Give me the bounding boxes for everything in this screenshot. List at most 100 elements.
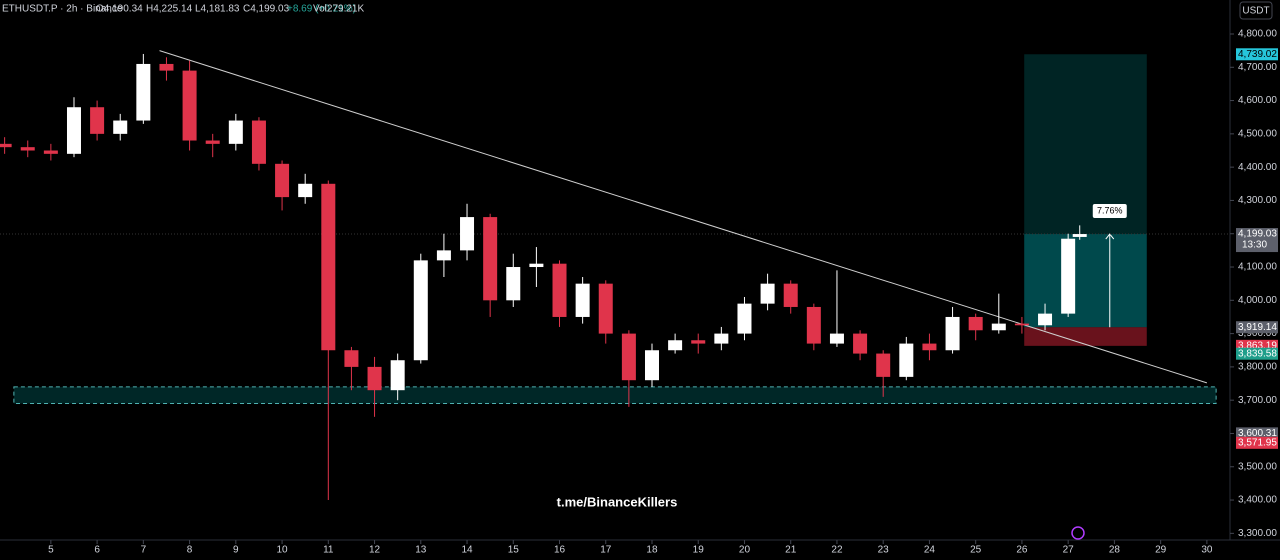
x-tick-label: 27 [1063, 545, 1075, 556]
watermark: t.me/BinanceKillers [557, 494, 678, 509]
target-zone [1024, 54, 1147, 328]
x-tick-label: 7 [141, 545, 147, 556]
price-label: 3,919.14 [1238, 322, 1277, 333]
symbol: ETHUSDT.P · 2h · Binance [2, 4, 123, 15]
x-tick-label: 28 [1109, 545, 1121, 556]
header: ETHUSDT.P · 2h · Binance O4,190.34 H4,22… [2, 4, 364, 15]
candle-body [436, 250, 451, 261]
candle-body [0, 143, 12, 148]
arrow-head [1105, 233, 1115, 240]
candle-body [1014, 323, 1029, 326]
price-label: 3,839.58 [1238, 348, 1277, 359]
x-tick-label: 25 [970, 545, 982, 556]
icon [1071, 526, 1085, 540]
candle-body [90, 107, 105, 134]
price-label-box [1236, 347, 1278, 360]
volume: Vol279.21K [313, 4, 364, 15]
currency-button[interactable] [1239, 1, 1273, 20]
x-tick-label: 9 [233, 545, 239, 556]
price-label: 3,571.95 [1238, 437, 1277, 448]
candle-body [575, 283, 590, 317]
trendline [159, 50, 1208, 384]
y-tick-label: 3,800.00 [1238, 362, 1277, 373]
candle-body [644, 350, 659, 381]
candle-body [228, 120, 243, 144]
candle-body [113, 120, 128, 134]
candle-body [182, 70, 197, 141]
candle-body [853, 333, 868, 354]
x-tick-label: 17 [600, 545, 612, 556]
candle-body [621, 333, 636, 381]
y-tick-label: 4,600.00 [1238, 95, 1277, 106]
candle-body [205, 140, 220, 144]
x-tick-label: 15 [508, 545, 520, 556]
candle-body [251, 120, 266, 164]
candle-body [714, 333, 729, 344]
candle-body [321, 183, 336, 351]
candle-body [829, 333, 844, 344]
x-tick-label: 24 [924, 545, 936, 556]
y-tick-label: 4,100.00 [1238, 262, 1277, 273]
candle-body [691, 340, 706, 344]
gain-label-box [1092, 204, 1127, 219]
y-tick-label: 4,700.00 [1238, 62, 1277, 73]
candle-body [945, 316, 960, 351]
candle-body [991, 323, 1006, 331]
price-label: 3,863.19 [1238, 340, 1277, 351]
price-label-box [1236, 321, 1278, 334]
x-tick-label: 22 [831, 545, 843, 556]
currency[interactable]: USDT [1242, 6, 1269, 17]
x-tick-label: 30 [1201, 545, 1213, 556]
y-tick-label: 4,500.00 [1238, 128, 1277, 139]
x-tick-label: 14 [461, 545, 473, 556]
candle-body [390, 360, 405, 391]
ohlc-close: C4,199.03 [243, 4, 290, 15]
x-tick-label: 5 [48, 545, 54, 556]
ohlc-high: H4,225.14 [146, 4, 193, 15]
candle-body [1072, 234, 1087, 237]
x-tick-label: 16 [554, 545, 566, 556]
price-label-box [1236, 48, 1278, 61]
candle-body [552, 263, 567, 317]
price-label-box [1236, 436, 1278, 449]
filled-zone [1024, 234, 1147, 328]
candle-body [737, 303, 752, 334]
candle-body [43, 150, 58, 154]
x-tick-label: 12 [369, 545, 381, 556]
x-tick-label: 19 [693, 545, 705, 556]
candle-body [413, 260, 428, 361]
candle-body [298, 183, 313, 198]
candle-body [483, 217, 498, 301]
candle-body [344, 350, 359, 367]
x-tick-label: 10 [277, 545, 289, 556]
x-tick-label: 23 [878, 545, 890, 556]
candle-body [899, 343, 914, 377]
gain-label: 7.76% [1097, 205, 1123, 215]
y-tick-label: 3,900.00 [1238, 328, 1277, 339]
y-tick-label: 4,400.00 [1238, 162, 1277, 173]
candle-body [159, 63, 174, 71]
price-countdown: 13:30 [1242, 240, 1267, 251]
ohlc-change: +8.69 (+0.21%) [287, 4, 356, 15]
y-tick-label: 3,300.00 [1238, 528, 1277, 539]
y-tick-label: 3,500.00 [1238, 461, 1277, 472]
ohlc-low: L4,181.83 [195, 4, 240, 15]
x-tick-label: 8 [187, 545, 193, 556]
candle-body [367, 366, 382, 391]
price-label-box [1236, 427, 1278, 440]
stop-zone [1024, 327, 1147, 346]
candle-body [20, 147, 35, 151]
candle-body [598, 283, 613, 334]
candle-body [1038, 313, 1053, 326]
x-tick-label: 26 [1016, 545, 1028, 556]
ohlc-open: O4,190.34 [96, 4, 143, 15]
x-tick-label: 6 [94, 545, 100, 556]
candle-body [136, 63, 151, 121]
price-label-box [1236, 228, 1278, 253]
price-label: 4,739.02 [1238, 49, 1277, 60]
y-tick-label: 4,000.00 [1238, 295, 1277, 306]
candle-body [760, 283, 775, 304]
price-label: 3,600.31 [1238, 428, 1277, 439]
